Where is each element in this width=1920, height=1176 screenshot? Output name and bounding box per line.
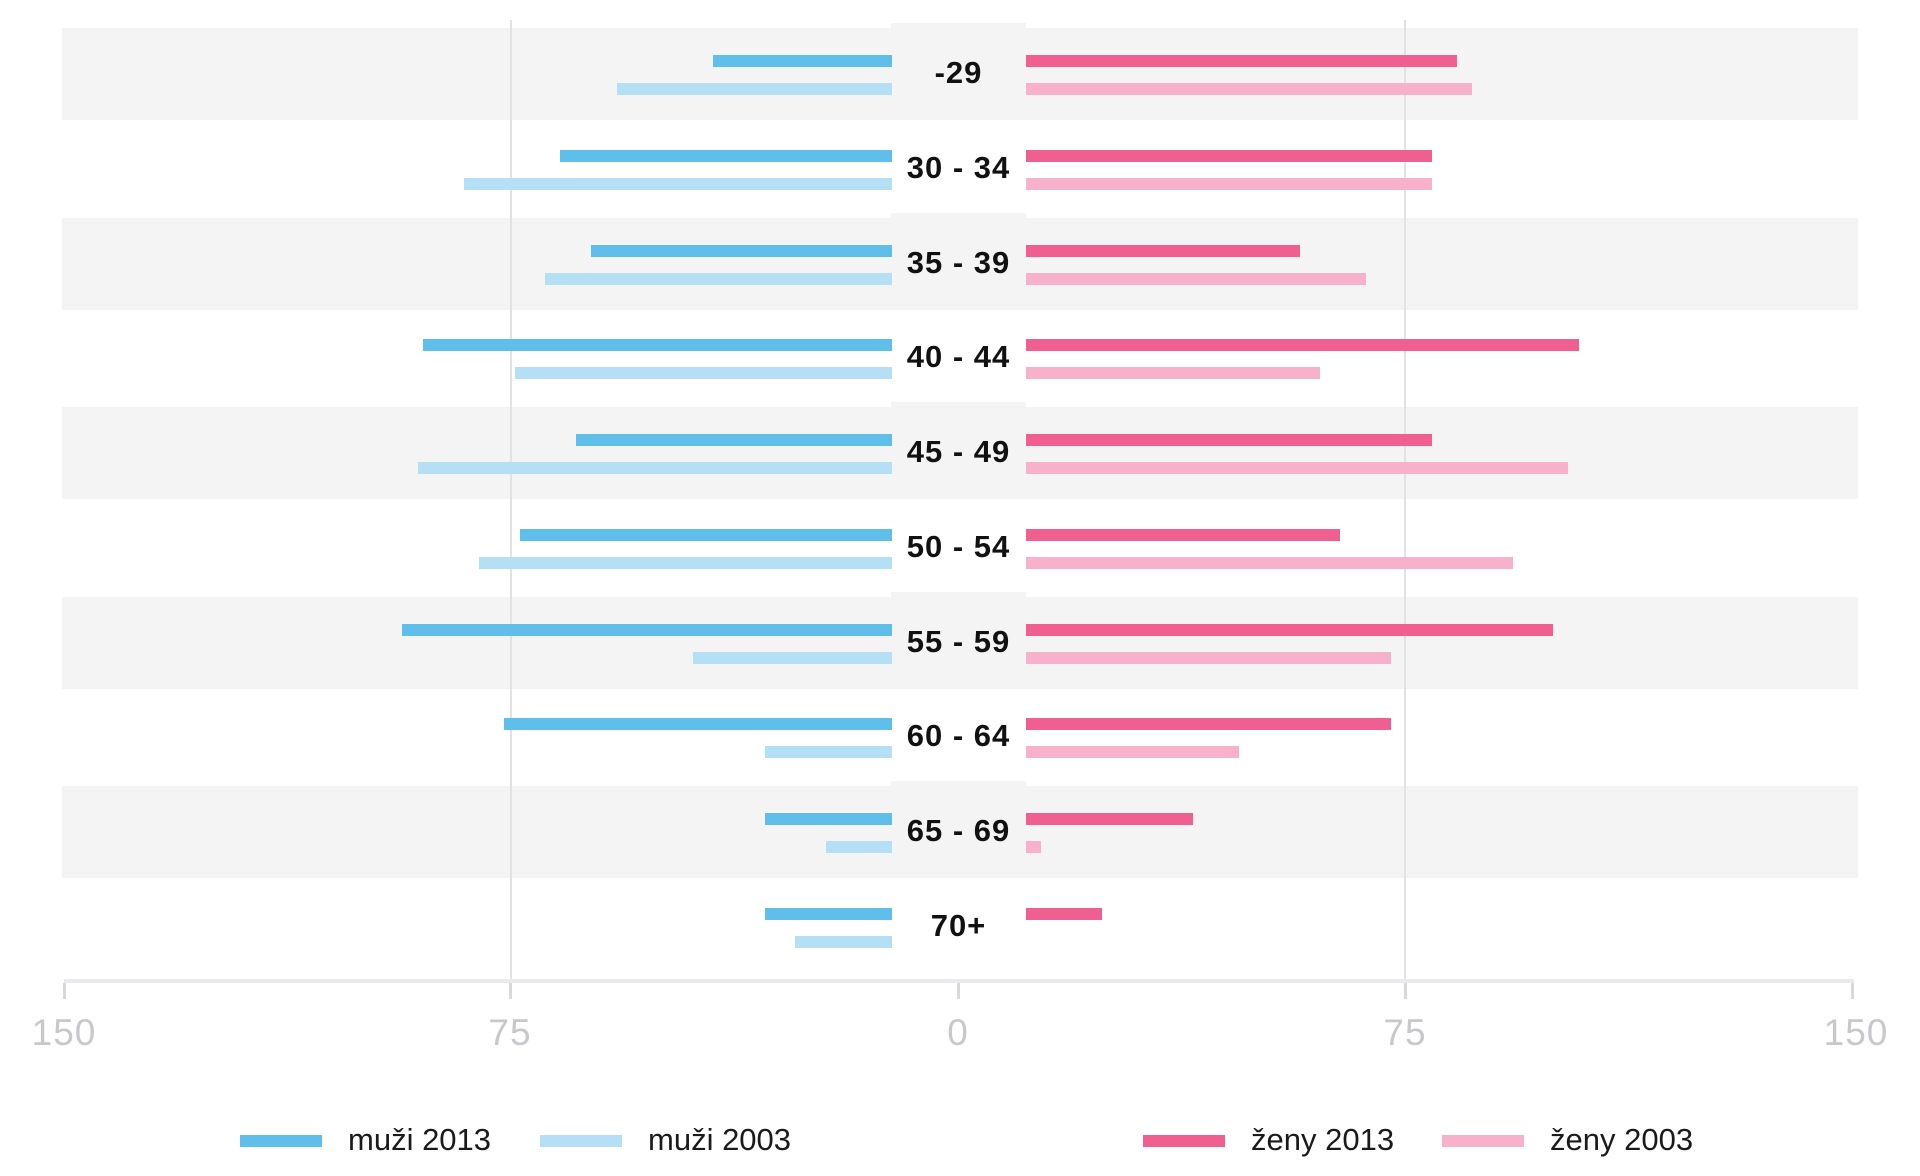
bar-eny-2003-29[interactable] [1026, 83, 1472, 95]
x-axis-label-0: 0 [947, 1012, 969, 1053]
bar-mu-i-2003-65-69[interactable] [826, 841, 892, 853]
bar-eny-2013-45-49[interactable] [1026, 434, 1432, 446]
bar-eny-2013-65-69[interactable] [1026, 813, 1193, 825]
bar-eny-2013-70[interactable] [1026, 908, 1102, 920]
category-label-65-69: 65 - 69 [906, 813, 1011, 848]
bar-mu-i-2003-35-39[interactable] [545, 273, 892, 285]
bar-mu-i-2013-50-54[interactable] [520, 529, 892, 541]
center-cell-29 [891, 23, 1026, 115]
bar-mu-i-2003-45-49[interactable] [418, 462, 892, 474]
bar-mu-i-2003-50-54[interactable] [479, 557, 892, 569]
center-cell-55-59 [891, 592, 1026, 684]
bar-eny-2003-55-59[interactable] [1026, 652, 1391, 664]
bar-eny-2003-65-69[interactable] [1026, 841, 1041, 853]
bar-mu-i-2013-40-44[interactable] [423, 339, 892, 351]
legend-label-muzi-2003: muži 2003 [648, 1122, 792, 1157]
category-label-70: 70+ [930, 908, 987, 943]
legend-label-muzi-2013: muži 2013 [348, 1122, 492, 1157]
bar-mu-i-2003-60-64[interactable] [765, 746, 892, 758]
bar-eny-2003-35-39[interactable] [1026, 273, 1366, 285]
x-axis-tick-left-150 [63, 983, 66, 999]
category-label-30-34: 30 - 34 [906, 150, 1011, 185]
category-label-60-64: 60 - 64 [906, 718, 1011, 753]
bar-mu-i-2003-55-59[interactable] [693, 652, 892, 664]
legend-label-zeny-2003: ženy 2003 [1550, 1122, 1694, 1157]
x-axis-label-right-150: 150 [1823, 1012, 1889, 1053]
legend-swatch-zeny-2013-icon [1143, 1135, 1225, 1147]
bar-mu-i-2013-55-59[interactable] [402, 624, 892, 636]
bar-eny-2003-30-34[interactable] [1026, 178, 1432, 190]
bar-mu-i-2013-45-49[interactable] [576, 434, 892, 446]
legend-swatch-muzi-2013-icon [240, 1135, 322, 1147]
bar-mu-i-2013-35-39[interactable] [591, 245, 892, 257]
category-label-55-59: 55 - 59 [906, 624, 1011, 659]
bar-mu-i-2013-60-64[interactable] [504, 718, 892, 730]
x-axis-label-left-150: 150 [31, 1012, 97, 1053]
bar-mu-i-2013-65-69[interactable] [765, 813, 892, 825]
bar-mu-i-2013-29[interactable] [713, 55, 892, 67]
bar-eny-2003-40-44[interactable] [1026, 367, 1320, 379]
bar-mu-i-2003-40-44[interactable] [515, 367, 892, 379]
category-label-29: -29 [934, 55, 983, 90]
x-axis-tick-0 [957, 983, 960, 999]
category-label-35-39: 35 - 39 [906, 245, 1011, 280]
x-axis-line [64, 979, 1854, 983]
center-cell-35-39 [891, 213, 1026, 305]
bar-eny-2013-55-59[interactable] [1026, 624, 1553, 636]
bar-mu-i-2013-30-34[interactable] [560, 150, 892, 162]
bar-eny-2003-45-49[interactable] [1026, 462, 1568, 474]
center-cell-45-49 [891, 402, 1026, 494]
bar-eny-2013-29[interactable] [1026, 55, 1457, 67]
x-axis-tick-left-75 [509, 983, 512, 999]
legend-swatch-zeny-2003-icon [1442, 1135, 1524, 1147]
bar-eny-2013-30-34[interactable] [1026, 150, 1432, 162]
bar-eny-2013-60-64[interactable] [1026, 718, 1391, 730]
x-axis-label-right-75: 75 [1383, 1012, 1427, 1053]
bar-eny-2003-60-64[interactable] [1026, 746, 1239, 758]
bar-mu-i-2013-70[interactable] [765, 908, 892, 920]
category-label-50-54: 50 - 54 [906, 529, 1011, 564]
bar-eny-2013-50-54[interactable] [1026, 529, 1340, 541]
bar-eny-2003-50-54[interactable] [1026, 557, 1513, 569]
gridline-left-75 [510, 20, 512, 979]
x-axis-label-left-75: 75 [488, 1012, 532, 1053]
category-label-40-44: 40 - 44 [906, 339, 1011, 374]
bar-eny-2013-35-39[interactable] [1026, 245, 1300, 257]
bar-eny-2013-40-44[interactable] [1026, 339, 1579, 351]
legend-label-zeny-2013: ženy 2013 [1251, 1122, 1395, 1157]
bar-mu-i-2003-29[interactable] [617, 83, 892, 95]
legend-swatch-muzi-2003-icon [540, 1135, 622, 1147]
x-axis-tick-right-75 [1404, 983, 1407, 999]
x-axis-tick-right-150 [1851, 983, 1854, 999]
bar-mu-i-2003-30-34[interactable] [464, 178, 892, 190]
category-label-45-49: 45 - 49 [906, 434, 1011, 469]
center-cell-65-69 [891, 781, 1026, 873]
gridline-right-75 [1404, 20, 1406, 979]
bar-mu-i-2003-70[interactable] [795, 936, 892, 948]
